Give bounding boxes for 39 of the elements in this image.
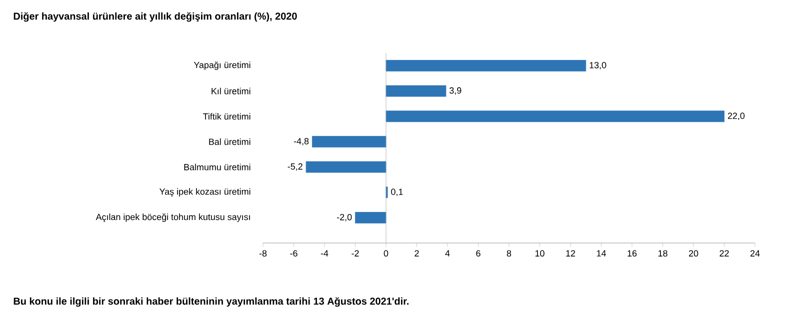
x-tick-label: -4 — [320, 250, 328, 256]
x-tick-label: 4 — [445, 250, 450, 256]
x-tick-label: 8 — [506, 250, 512, 257]
x-tick-label: 0 — [384, 250, 388, 257]
data-label: 22,0 — [728, 112, 745, 120]
data-label: 13,0 — [590, 62, 606, 70]
text: Bu konu ile ilgili bir sonraki haber bülteninin yayımlanma tarihi 13 Ağustos 2021'dir. — [14, 297, 409, 307]
bar — [312, 136, 386, 148]
x-tick-label: -8 — [259, 250, 267, 257]
data-label: -2,0 — [337, 214, 352, 222]
bar — [355, 212, 386, 224]
x-tick-label: 12 — [566, 250, 576, 256]
data-label: 0,1 — [391, 188, 403, 196]
y-tick-label: Tiftik üretimi — [203, 113, 250, 120]
y-tick-label: Kıl üretimi — [212, 88, 250, 94]
x-tick-label: 16 — [628, 250, 637, 257]
data-label: -5,2 — [288, 163, 302, 171]
x-tick-label: 6 — [476, 250, 480, 257]
bar — [386, 85, 446, 97]
x-tick-label: 18 — [658, 250, 668, 257]
x-tick-label: 14 — [596, 250, 606, 256]
y-tick-label: Yaş ipek kozası üretimi — [159, 188, 250, 197]
x-tick-label: 10 — [535, 250, 544, 257]
x-tick-label: 20 — [688, 250, 698, 257]
y-tick-label: Yapağı üretimi — [194, 61, 250, 70]
y-tick-label: Bal üretimi — [209, 138, 250, 145]
data-label: 3,9 — [450, 87, 462, 95]
text: Diğer hayvansal ürünlere ait yıllık değişim oranları (%), 2020 — [14, 12, 297, 22]
bar — [386, 110, 724, 122]
x-tick-label: -2 — [352, 250, 359, 256]
x-tick-label: 24 — [750, 250, 760, 256]
y-tick-label: Balmumu üretimi — [184, 164, 250, 170]
x-tick-label: -6 — [290, 250, 298, 257]
x-tick-label: 2 — [414, 250, 419, 256]
bar — [386, 60, 586, 72]
bar — [306, 161, 386, 173]
y-tick-label: Açılan ipek böceği tohum kutusu sayısı — [96, 213, 250, 222]
x-tick-label: 22 — [720, 250, 729, 256]
data-label: -4,8 — [294, 138, 309, 146]
